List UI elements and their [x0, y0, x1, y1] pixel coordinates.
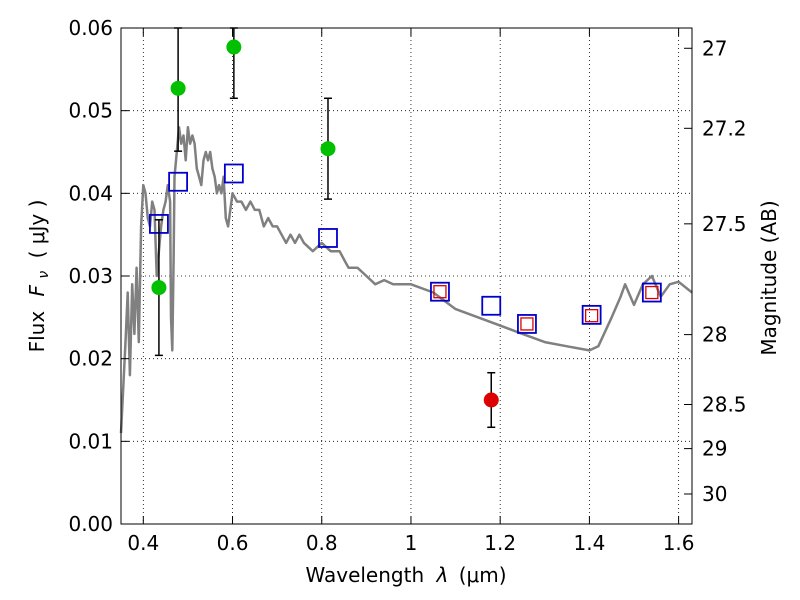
y2-tick-label: 27: [702, 36, 727, 60]
x-tick-label: 1.6: [663, 531, 695, 555]
model-photometry-marker: [481, 295, 502, 316]
y2-tick-label: 28.5: [702, 393, 747, 417]
y2-tick-label: 30: [702, 482, 727, 506]
y2-tick-label: 27.2: [702, 116, 747, 140]
alt-model-marker: [433, 285, 447, 299]
model-photometry-marker: [223, 163, 244, 184]
y2-axis-title: Magnitude (AB): [757, 200, 781, 355]
x-tick-label: 1.2: [484, 531, 516, 555]
grid: [121, 28, 692, 524]
y-tick-label: 0.02: [68, 347, 113, 371]
x-tick-label: 0.4: [127, 531, 159, 555]
observed-flux-point: [483, 392, 499, 408]
x-tick-label: 0.8: [306, 531, 338, 555]
model-sed-series: [119, 125, 693, 434]
y-axis-title: Flux F ν ( μJy ): [25, 200, 53, 353]
x-tick-label: 0.6: [217, 531, 249, 555]
model-photometry-marker: [430, 281, 450, 302]
y-tick-label: 0.01: [68, 429, 113, 453]
model-photometry-marker: [318, 228, 338, 248]
photometry-markers: [149, 27, 662, 429]
model-photometry-marker: [581, 304, 602, 325]
observed-flux-point: [170, 80, 186, 96]
x-axis-title: Wavelength λ (μm): [305, 563, 506, 587]
y-tick-label: 0.03: [68, 264, 113, 288]
y2-tick-label: 28: [702, 323, 727, 347]
axis-ticks: 0.4 0.6 0.8 1 1.2 1.4 1.6 0.00 0.01 0.02 0.03 0.04 0…: [68, 16, 746, 555]
y-tick-label: 0.05: [68, 99, 113, 123]
alt-model-marker: [520, 317, 534, 331]
model-photometry-marker: [517, 314, 537, 334]
model-photometry-marker: [641, 282, 662, 303]
x-tick-label: 1.4: [573, 531, 605, 555]
plot-frame: [120, 27, 693, 525]
model-sed-line: [119, 125, 693, 434]
y2-tick-label: 29: [702, 437, 727, 461]
alt-model-marker: [645, 285, 659, 300]
model-photometry-marker: [168, 171, 189, 192]
y2-tick-label: 27.5: [702, 212, 747, 236]
y-tick-label: 0.00: [68, 512, 113, 536]
observed-flux-point: [151, 280, 167, 296]
y-tick-label: 0.06: [68, 16, 113, 40]
observed-flux-point: [320, 141, 336, 157]
x-tick-label: 1: [405, 531, 418, 555]
observed-flux-point: [226, 39, 242, 55]
y-tick-label: 0.04: [68, 181, 113, 205]
alt-model-marker: [584, 309, 599, 323]
